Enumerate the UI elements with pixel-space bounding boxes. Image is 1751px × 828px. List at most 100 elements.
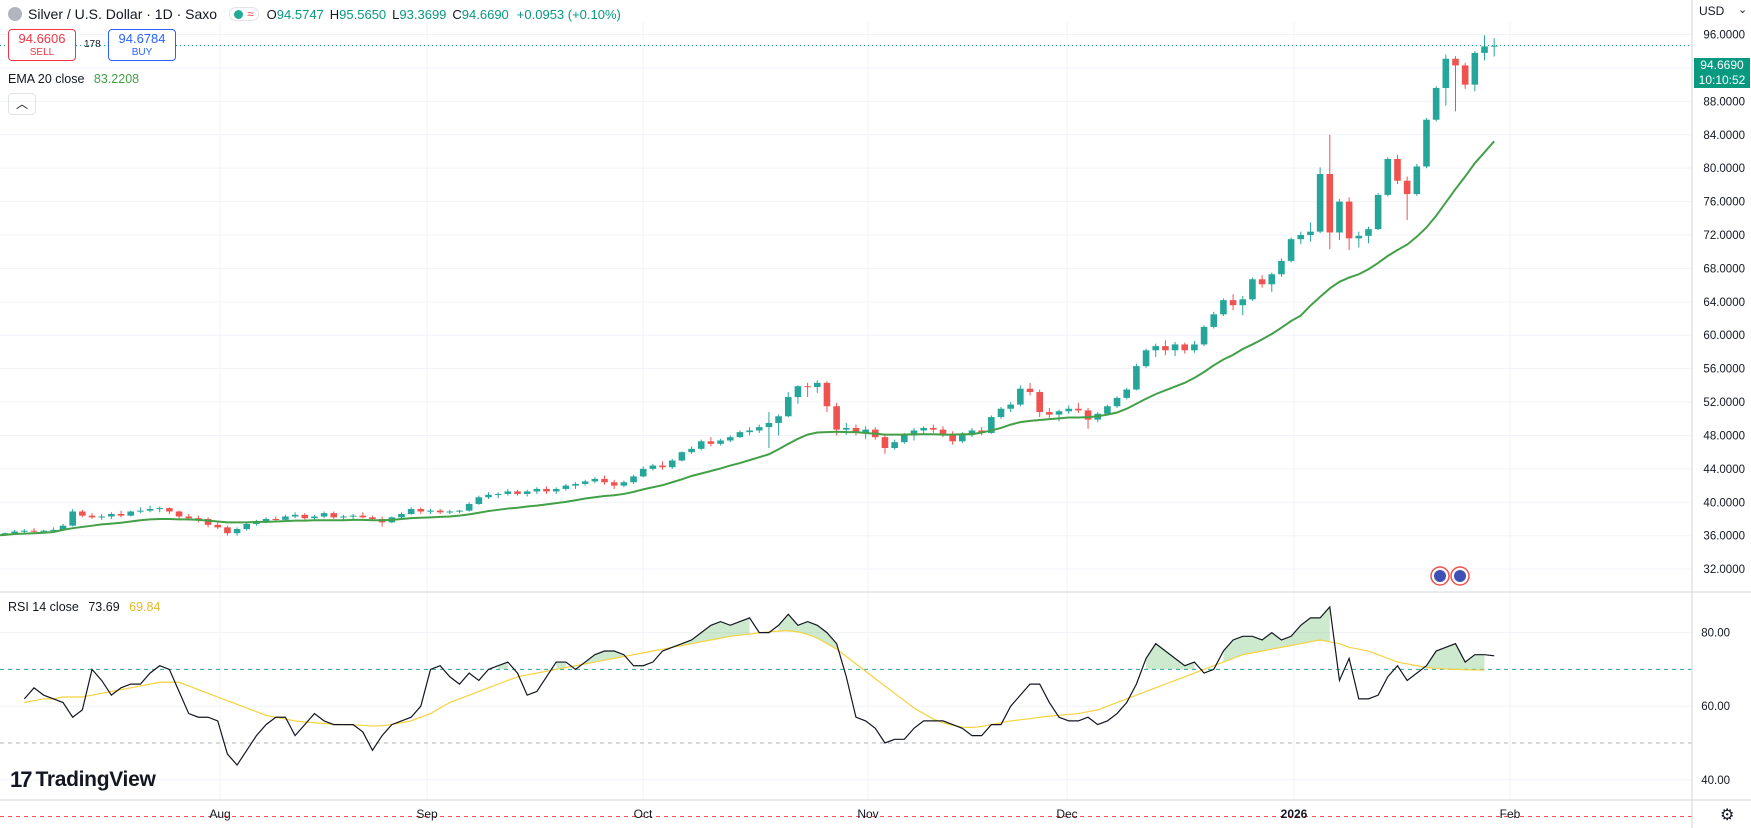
settings-gear-icon[interactable]: ⚙: [1720, 807, 1735, 824]
candle-body: [1220, 300, 1227, 315]
candle-body: [320, 513, 328, 517]
economic-events[interactable]: [1430, 566, 1470, 586]
ema-legend-value: 83.2208: [93, 72, 140, 86]
candle-body: [852, 427, 860, 433]
candle-body: [359, 515, 367, 518]
candle-body: [1104, 406, 1111, 414]
candle-body: [901, 435, 908, 443]
candle-body: [1471, 52, 1479, 85]
chevron-down-icon[interactable]: ⌄: [1738, 4, 1748, 16]
candle-body: [842, 427, 850, 430]
candle-body: [369, 517, 376, 519]
candle-body: [610, 482, 618, 486]
x-tick-label: Aug: [209, 807, 230, 821]
candle-body: [1316, 174, 1324, 232]
candle-body: [697, 441, 705, 449]
candle-body: [311, 516, 318, 519]
candle-body: [50, 529, 57, 531]
candle-body: [1152, 346, 1160, 351]
candle-body: [11, 531, 18, 534]
rsi-level-lines: [0, 668, 1692, 818]
candle-body: [1403, 180, 1411, 195]
tradingview-wordmark: TradingView: [35, 768, 156, 791]
candle-body: [504, 491, 512, 494]
candle-body: [649, 465, 657, 469]
candle-body: [301, 514, 309, 519]
candle-body: [1374, 194, 1382, 230]
ema-legend-title: EMA 20 close: [8, 72, 85, 86]
candle-body: [233, 529, 241, 534]
buy-price: 94.6784: [118, 31, 166, 46]
candle-body: [1432, 87, 1440, 120]
market-status-badges[interactable]: ≈: [229, 7, 259, 21]
price-axis-label: 76.0000: [1703, 197, 1745, 209]
candle-body: [185, 516, 193, 519]
rsi-overbought-area: [498, 662, 508, 670]
candle-body: [1017, 388, 1024, 405]
candle-body: [21, 530, 28, 532]
candle-body: [69, 511, 76, 526]
buy-label: BUY: [131, 47, 153, 58]
candle-body: [1258, 279, 1266, 285]
candle-body: [717, 440, 724, 444]
candle-body: [630, 476, 637, 483]
candle-body: [1142, 350, 1150, 367]
candle-body: [775, 416, 782, 423]
tradingview-logo[interactable]: 17 TradingView: [10, 767, 156, 793]
candle-body: [272, 519, 280, 520]
candle-body: [1365, 229, 1372, 236]
rsi-overbought-area: [1146, 643, 1195, 670]
candle-body: [1307, 231, 1314, 235]
ema-series: [0, 140, 1495, 537]
candle-body: [523, 491, 531, 494]
candle-body: [1075, 408, 1082, 411]
candle-body: [1297, 235, 1305, 240]
candle-body: [1268, 274, 1276, 285]
price-axis-label: 60.0000: [1703, 330, 1745, 342]
candle-body: [533, 488, 541, 492]
candle-body: [813, 382, 821, 388]
x-tick-label: Sep: [416, 807, 438, 821]
high-value: 95.5650: [339, 6, 387, 22]
ema-legend[interactable]: EMA 20 close 83.2208: [8, 72, 139, 86]
axis-tick-labels: AugSepOctNovDec2026Feb96.000092.000088.0…: [209, 30, 1745, 821]
rsi-legend[interactable]: RSI 14 close 73.69 69.84: [8, 600, 160, 614]
candle-body: [417, 508, 425, 512]
candle-body: [910, 430, 918, 436]
sell-button[interactable]: 94.6606 SELL: [8, 29, 76, 61]
silver-symbol-icon: [8, 7, 22, 21]
ema-line: [0, 140, 1495, 537]
candle-body: [146, 508, 154, 511]
candle-body: [562, 485, 570, 489]
last-price-tag: 94.6690 10:10:52: [1694, 58, 1750, 88]
candle-body: [784, 397, 792, 417]
rsi-series: [23, 605, 1495, 767]
candle-body: [620, 482, 628, 486]
rsi-ma-line: [24, 630, 1485, 729]
symbol-title[interactable]: Silver / U.S. Dollar · 1D · Saxo: [28, 6, 218, 22]
close-value: 94.6690: [461, 6, 509, 22]
candle-body: [543, 488, 550, 492]
candle-body: [436, 510, 444, 513]
chart-header: Silver / U.S. Dollar · 1D · Saxo ≈ O94.5…: [8, 4, 621, 24]
candle-body: [340, 516, 347, 518]
candle-body: [98, 516, 105, 518]
candle-body: [930, 427, 937, 430]
candle-body: [668, 460, 676, 468]
rsi-legend-title: RSI 14 close: [8, 600, 79, 614]
currency-selector[interactable]: USD: [1699, 4, 1725, 18]
candle-body: [639, 468, 647, 477]
collapse-legend-button[interactable]: ︿: [8, 93, 36, 115]
candle-body: [1046, 412, 1053, 415]
change-value: +0.0953 (+0.10%): [516, 6, 621, 22]
candle-body: [1113, 397, 1121, 407]
rsi-axis-label: 40.00: [1701, 775, 1730, 787]
candle-body: [707, 441, 715, 444]
price-axis-label: 96.0000: [1703, 30, 1745, 42]
x-tick-label: Feb: [1500, 807, 1521, 821]
candle-body: [30, 530, 38, 532]
candle-body: [456, 510, 463, 512]
buy-button[interactable]: 94.6784 BUY: [108, 29, 176, 61]
